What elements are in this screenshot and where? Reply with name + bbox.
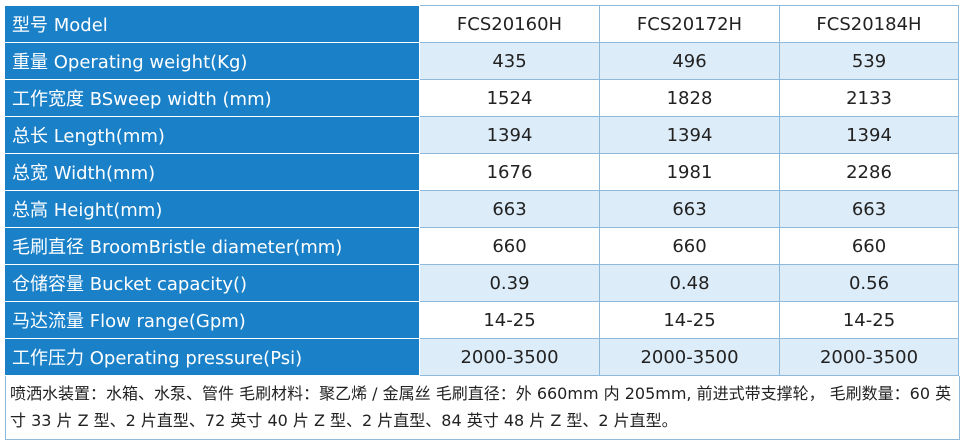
table-row: 马达流量 Flow range(Gpm) 14-25 14-25 14-25	[5, 301, 959, 339]
row-label: 型号 Model	[5, 5, 420, 43]
row-label: 工作压力 Operating pressure(Psi)	[5, 338, 420, 376]
row-label: 总宽 Width(mm)	[5, 153, 420, 191]
cell: 14-25	[779, 301, 959, 339]
row-label: 总长 Length(mm)	[5, 116, 420, 154]
table-row: 总长 Length(mm) 1394 1394 1394	[5, 116, 959, 154]
table-row: 工作宽度 BSweep width (mm) 1524 1828 2133	[5, 79, 959, 117]
cell: 663	[599, 190, 780, 228]
table-row: 型号 Model FCS20160H FCS20172H FCS20184H	[5, 5, 959, 43]
table-row: 总宽 Width(mm) 1676 1981 2286	[5, 153, 959, 191]
cell: 1524	[419, 79, 600, 117]
cell: 496	[599, 42, 780, 80]
row-label: 重量 Operating weight(Kg)	[5, 42, 420, 80]
cell: 14-25	[419, 301, 600, 339]
cell: 0.56	[779, 264, 959, 302]
cell: 663	[779, 190, 959, 228]
cell: 2000-3500	[419, 338, 600, 376]
cell: 660	[779, 227, 959, 265]
table-row: 总高 Height(mm) 663 663 663	[5, 190, 959, 228]
cell: FCS20172H	[599, 5, 780, 43]
note: 喷洒水装置：水箱、水泵、管件 毛刷材料：聚乙烯 / 金属丝 毛刷直径：外 660…	[5, 376, 960, 440]
cell: 2000-3500	[779, 338, 959, 376]
spec-table: 型号 Model FCS20160H FCS20172H FCS20184H 重量 Op…	[5, 5, 959, 376]
cell: FCS20184H	[779, 5, 959, 43]
cell: 1676	[419, 153, 600, 191]
cell: 660	[599, 227, 780, 265]
spec-sheet: 型号 Model FCS20160H FCS20172H FCS20184H 重量 Op…	[5, 5, 960, 440]
cell: 1981	[599, 153, 780, 191]
row-label: 马达流量 Flow range(Gpm)	[5, 301, 420, 339]
table-row: 毛刷直径 BroomBristle diameter(mm) 660 660 660	[5, 227, 959, 265]
cell: 660	[419, 227, 600, 265]
cell: FCS20160H	[419, 5, 600, 43]
table-row: 仓储容量 Bucket capacity() 0.39 0.48 0.56	[5, 264, 959, 302]
row-label: 毛刷直径 BroomBristle diameter(mm)	[5, 227, 420, 265]
cell: 0.39	[419, 264, 600, 302]
cell: 14-25	[599, 301, 780, 339]
row-label: 总高 Height(mm)	[5, 190, 420, 228]
cell: 2286	[779, 153, 959, 191]
cell: 1394	[419, 116, 600, 154]
row-label: 工作宽度 BSweep width (mm)	[5, 79, 420, 117]
table-row: 工作压力 Operating pressure(Psi) 2000-3500 200…	[5, 338, 959, 376]
cell: 1828	[599, 79, 780, 117]
cell: 663	[419, 190, 600, 228]
cell: 435	[419, 42, 600, 80]
cell: 1394	[779, 116, 959, 154]
row-label: 仓储容量 Bucket capacity()	[5, 264, 420, 302]
cell: 539	[779, 42, 959, 80]
cell: 2133	[779, 79, 959, 117]
cell: 0.48	[599, 264, 780, 302]
cell: 2000-3500	[599, 338, 780, 376]
table-row: 重量 Operating weight(Kg) 435 496 539	[5, 42, 959, 80]
cell: 1394	[599, 116, 780, 154]
